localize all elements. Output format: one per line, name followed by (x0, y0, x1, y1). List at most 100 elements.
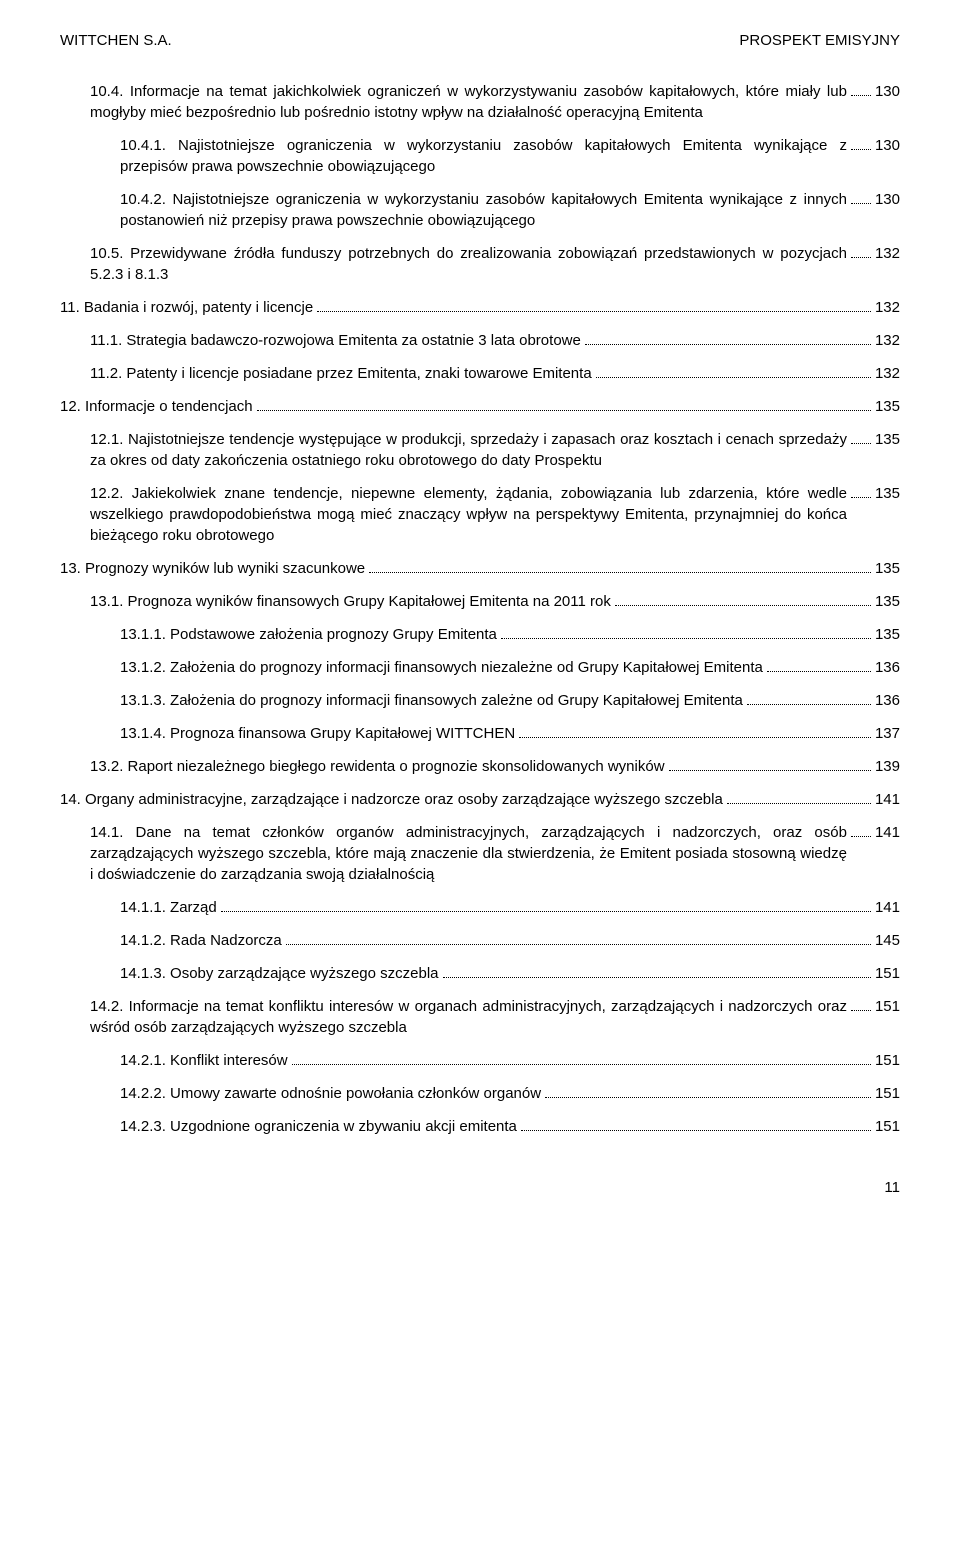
header-left: WITTCHEN S.A. (60, 30, 172, 51)
toc-leader-dots (747, 704, 871, 705)
toc-entry: 14. Organy administracyjne, zarządzające… (60, 789, 900, 810)
toc-entry-page: 151 (875, 1116, 900, 1137)
toc-entry: 14.2.1. Konflikt interesów 151 (60, 1050, 900, 1071)
page-number: 11 (884, 1179, 900, 1196)
toc-entry-text: 14.1.1. Zarząd (120, 897, 217, 918)
toc-entry-text: 13. Prognozy wyników lub wyniki szacunko… (60, 558, 365, 579)
toc-entry-page: 135 (875, 396, 900, 417)
toc-entry-text: 13.2. Raport niezależnego biegłego rewid… (90, 756, 665, 777)
toc-entry: 10.5. Przewidywane źródła funduszy potrz… (60, 243, 900, 285)
toc-entry: 13.1.4. Prognoza finansowa Grupy Kapitał… (60, 723, 900, 744)
toc-entry-text: 12. Informacje o tendencjach (60, 396, 253, 417)
toc-leader-dots (286, 944, 871, 945)
toc-leader-dots (727, 803, 871, 804)
toc-entry-page: 132 (875, 330, 900, 351)
toc-entry-page: 130 (875, 135, 900, 156)
toc-leader-dots (851, 497, 871, 498)
toc-entry-text: 10.4. Informacje na temat jakichkolwiek … (90, 81, 847, 123)
toc-entry: 13.1.3. Założenia do prognozy informacji… (60, 690, 900, 711)
toc-entry: 13. Prognozy wyników lub wyniki szacunko… (60, 558, 900, 579)
toc-entry: 14.2.3. Uzgodnione ograniczenia w zbywan… (60, 1116, 900, 1137)
toc-entry-page: 130 (875, 81, 900, 102)
toc-leader-dots (767, 671, 871, 672)
toc-leader-dots (221, 911, 871, 912)
toc-leader-dots (851, 1010, 871, 1011)
header-right: PROSPEKT EMISYJNY (739, 30, 900, 51)
toc-entry: 13.2. Raport niezależnego biegłego rewid… (60, 756, 900, 777)
toc-entry-page: 151 (875, 1050, 900, 1071)
toc-entry: 12.2. Jakiekolwiek znane tendencje, niep… (60, 483, 900, 546)
toc-entry: 11.1. Strategia badawczo-rozwojowa Emite… (60, 330, 900, 351)
toc-entry: 14.1. Dane na temat członków organów adm… (60, 822, 900, 885)
toc-entry-page: 136 (875, 690, 900, 711)
toc-entry-page: 135 (875, 429, 900, 450)
toc-entry-page: 141 (875, 897, 900, 918)
toc-leader-dots (669, 770, 871, 771)
toc-entry: 14.1.3. Osoby zarządzające wyższego szcz… (60, 963, 900, 984)
toc-entry-text: 14.2.1. Konflikt interesów (120, 1050, 288, 1071)
toc-leader-dots (596, 377, 871, 378)
toc-entry-page: 132 (875, 363, 900, 384)
toc-entry-text: 10.5. Przewidywane źródła funduszy potrz… (90, 243, 847, 285)
toc-entry-text: 14. Organy administracyjne, zarządzające… (60, 789, 723, 810)
toc-entry: 10.4. Informacje na temat jakichkolwiek … (60, 81, 900, 123)
toc-entry-text: 14.1. Dane na temat członków organów adm… (90, 822, 847, 885)
toc-entry-text: 11. Badania i rozwój, patenty i licencje (60, 297, 313, 318)
toc-leader-dots (501, 638, 871, 639)
toc-entry-page: 136 (875, 657, 900, 678)
toc-entry-text: 14.1.2. Rada Nadzorcza (120, 930, 282, 951)
toc-entry-page: 135 (875, 591, 900, 612)
toc-entry-text: 14.2.3. Uzgodnione ograniczenia w zbywan… (120, 1116, 517, 1137)
toc-entry-text: 12.2. Jakiekolwiek znane tendencje, niep… (90, 483, 847, 546)
toc-entry-page: 145 (875, 930, 900, 951)
toc-leader-dots (369, 572, 871, 573)
toc-leader-dots (317, 311, 871, 312)
toc-leader-dots (851, 95, 871, 96)
toc-entry-page: 151 (875, 1083, 900, 1104)
toc-leader-dots (851, 443, 871, 444)
table-of-contents: 10.4. Informacje na temat jakichkolwiek … (60, 81, 900, 1137)
toc-leader-dots (519, 737, 871, 738)
toc-entry-text: 14.1.3. Osoby zarządzające wyższego szcz… (120, 963, 439, 984)
toc-entry-text: 13.1.4. Prognoza finansowa Grupy Kapitał… (120, 723, 515, 744)
toc-leader-dots (851, 257, 871, 258)
toc-entry-text: 13.1. Prognoza wyników finansowych Grupy… (90, 591, 611, 612)
toc-entry-page: 135 (875, 483, 900, 504)
toc-entry-page: 132 (875, 297, 900, 318)
toc-entry: 14.2. Informacje na temat konfliktu inte… (60, 996, 900, 1038)
toc-entry-text: 10.4.1. Najistotniejsze ograniczenia w w… (120, 135, 847, 177)
toc-entry-text: 14.2.2. Umowy zawarte odnośnie powołania… (120, 1083, 541, 1104)
toc-leader-dots (443, 977, 871, 978)
toc-entry-page: 139 (875, 756, 900, 777)
toc-leader-dots (851, 149, 871, 150)
toc-entry-text: 12.1. Najistotniejsze tendencje występuj… (90, 429, 847, 471)
toc-entry-text: 14.2. Informacje na temat konfliktu inte… (90, 996, 847, 1038)
toc-entry-text: 11.1. Strategia badawczo-rozwojowa Emite… (90, 330, 581, 351)
toc-entry-page: 135 (875, 624, 900, 645)
toc-leader-dots (851, 836, 871, 837)
toc-entry-page: 141 (875, 822, 900, 843)
toc-entry-page: 132 (875, 243, 900, 264)
toc-entry-text: 13.1.2. Założenia do prognozy informacji… (120, 657, 763, 678)
toc-entry: 13.1.2. Założenia do prognozy informacji… (60, 657, 900, 678)
toc-leader-dots (257, 410, 871, 411)
toc-entry: 14.2.2. Umowy zawarte odnośnie powołania… (60, 1083, 900, 1104)
toc-entry-page: 151 (875, 996, 900, 1017)
toc-entry: 10.4.1. Najistotniejsze ograniczenia w w… (60, 135, 900, 177)
toc-entry-page: 135 (875, 558, 900, 579)
toc-entry: 13.1.1. Podstawowe założenia prognozy Gr… (60, 624, 900, 645)
toc-entry: 14.1.2. Rada Nadzorcza 145 (60, 930, 900, 951)
toc-leader-dots (615, 605, 871, 606)
toc-entry: 11. Badania i rozwój, patenty i licencje… (60, 297, 900, 318)
toc-entry-page: 137 (875, 723, 900, 744)
toc-entry-page: 141 (875, 789, 900, 810)
toc-entry: 12. Informacje o tendencjach 135 (60, 396, 900, 417)
toc-entry-page: 130 (875, 189, 900, 210)
toc-entry: 12.1. Najistotniejsze tendencje występuj… (60, 429, 900, 471)
page-header: WITTCHEN S.A. PROSPEKT EMISYJNY (60, 30, 900, 51)
toc-entry: 10.4.2. Najistotniejsze ograniczenia w w… (60, 189, 900, 231)
toc-entry-text: 10.4.2. Najistotniejsze ograniczenia w w… (120, 189, 847, 231)
toc-entry-text: 13.1.1. Podstawowe założenia prognozy Gr… (120, 624, 497, 645)
toc-entry-text: 11.2. Patenty i licencje posiadane przez… (90, 363, 592, 384)
toc-entry: 11.2. Patenty i licencje posiadane przez… (60, 363, 900, 384)
